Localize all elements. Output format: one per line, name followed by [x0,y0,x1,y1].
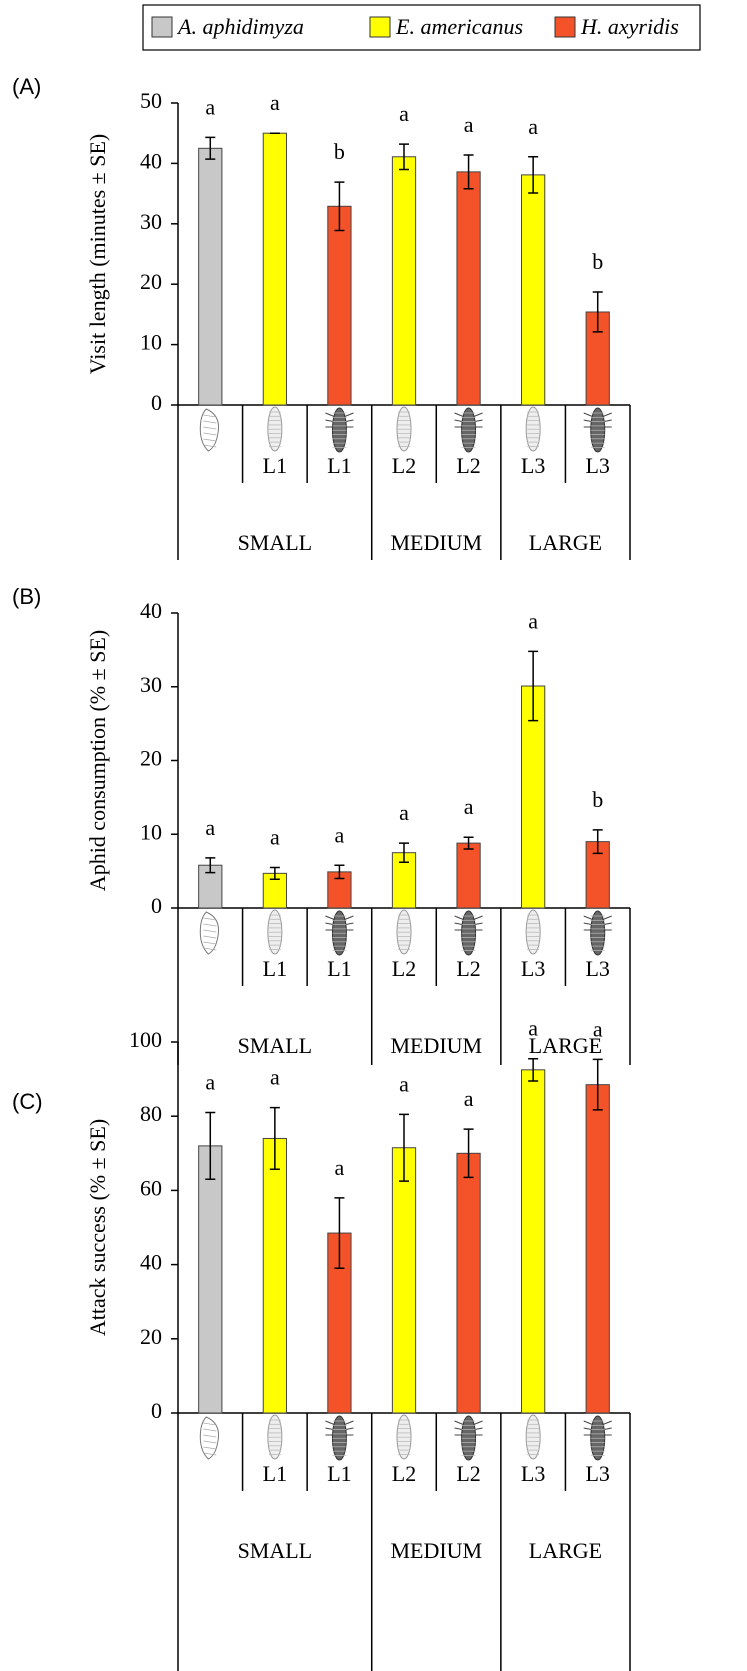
bar [522,175,545,405]
bar [199,1146,222,1413]
x-tick-label: L3 [585,1461,609,1486]
legend-label: H. axyridis [580,14,679,39]
y-tick-label: 20 [140,1324,162,1349]
significance-letter: a [335,822,345,847]
x-tick-label: L2 [456,956,480,981]
y-tick-label: 30 [140,209,162,234]
y-tick-label: 100 [129,1027,162,1052]
legend-label: E. americanus [395,14,523,39]
x-tick-label: L1 [263,1461,287,1486]
significance-letter: a [399,1071,409,1096]
y-tick-label: 60 [140,1175,162,1200]
x-tick-label: L2 [392,453,416,478]
legend-swatch [370,17,390,37]
panel-label: (A) [12,74,41,99]
bar [392,1148,415,1413]
significance-letter: a [464,794,474,819]
x-tick-label: L1 [327,1461,351,1486]
y-axis-title: Aphid consumption (% ± SE) [85,630,110,891]
bar [457,1153,480,1413]
x-tick-label: L3 [521,956,545,981]
legend-swatch [555,17,575,37]
y-tick-label: 0 [151,893,162,918]
group-label: LARGE [529,1538,602,1563]
y-axis-title: Attack success (% ± SE) [85,1119,110,1336]
y-tick-label: 50 [140,88,162,113]
panel-label: (C) [12,1089,43,1114]
significance-letter: a [528,114,538,139]
bar [263,1138,286,1413]
x-tick-label: L3 [585,453,609,478]
group-label: LARGE [529,530,602,555]
significance-letter: b [334,139,345,164]
x-tick-label: L2 [456,453,480,478]
group-label: SMALL [238,1033,313,1058]
y-axis-title: Visit length (minutes ± SE) [85,134,110,375]
significance-letter: a [528,1016,538,1041]
y-tick-label: 80 [140,1101,162,1126]
x-tick-label: L2 [392,956,416,981]
y-tick-label: 30 [140,672,162,697]
group-label: MEDIUM [390,530,482,555]
x-tick-label: L2 [456,1461,480,1486]
larva-icon [200,1417,218,1459]
significance-letter: a [270,824,280,849]
significance-letter: a [335,1155,345,1180]
y-tick-label: 40 [140,1250,162,1275]
x-tick-label: L3 [521,453,545,478]
significance-letter: a [270,1065,280,1090]
significance-letter: a [399,800,409,825]
x-tick-label: L2 [392,1461,416,1486]
bar [586,1085,609,1413]
group-label: LARGE [529,1033,602,1058]
y-tick-label: 10 [140,819,162,844]
significance-letter: a [528,608,538,633]
y-tick-label: 0 [151,390,162,415]
x-tick-label: L1 [263,956,287,981]
significance-letter: a [205,94,215,119]
significance-letter: a [593,1016,603,1041]
bar [457,843,480,908]
bar [263,133,286,405]
legend-swatch [152,17,172,37]
group-label: SMALL [238,530,313,555]
y-tick-label: 40 [140,148,162,173]
x-tick-label: L3 [521,1461,545,1486]
significance-letter: b [592,249,603,274]
y-tick-label: 40 [140,598,162,623]
legend-label: A. aphidimyza [176,14,304,39]
bar [328,206,351,405]
x-tick-label: L1 [327,956,351,981]
significance-letter: a [464,1086,474,1111]
group-label: MEDIUM [390,1033,482,1058]
x-tick-label: L1 [263,453,287,478]
significance-letter: a [270,90,280,115]
significance-letter: a [464,112,474,137]
x-tick-label: L3 [585,956,609,981]
significance-letter: a [399,101,409,126]
bar [392,157,415,405]
bar [199,148,222,405]
y-tick-label: 0 [151,1398,162,1423]
y-tick-label: 20 [140,269,162,294]
group-label: MEDIUM [390,1538,482,1563]
significance-letter: a [205,1070,215,1095]
group-label: SMALL [238,1538,313,1563]
figure: A. aphidimyza E. americanus H. axyridis (A)… [0,0,747,1671]
y-tick-label: 10 [140,330,162,355]
larva-icon [200,409,218,451]
x-tick-label: L1 [327,453,351,478]
bar [522,1070,545,1413]
y-tick-label: 20 [140,746,162,771]
significance-letter: b [592,787,603,812]
bar [457,172,480,405]
larva-icon [200,912,218,954]
panel-label: (B) [12,584,41,609]
significance-letter: a [205,815,215,840]
